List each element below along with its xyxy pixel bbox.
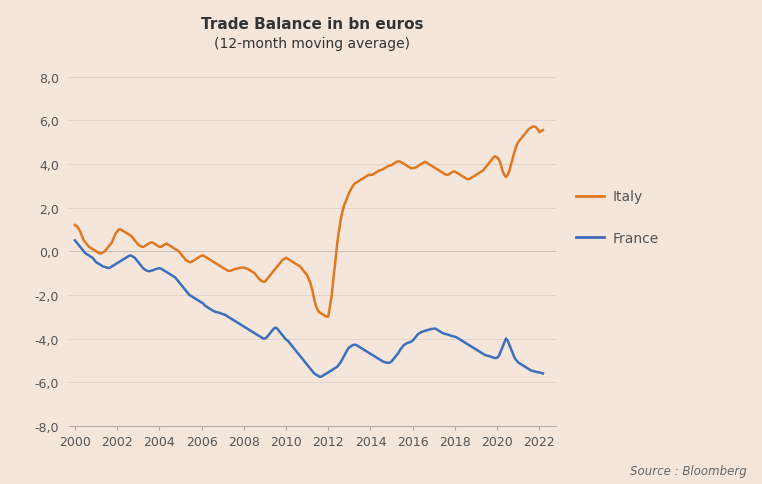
Legend: Italy, France: Italy, France xyxy=(571,184,664,251)
Text: Trade Balance in bn euros: Trade Balance in bn euros xyxy=(201,16,424,31)
Text: Source : Bloomberg: Source : Bloomberg xyxy=(630,464,747,477)
Text: (12-month moving average): (12-month moving average) xyxy=(214,37,411,51)
